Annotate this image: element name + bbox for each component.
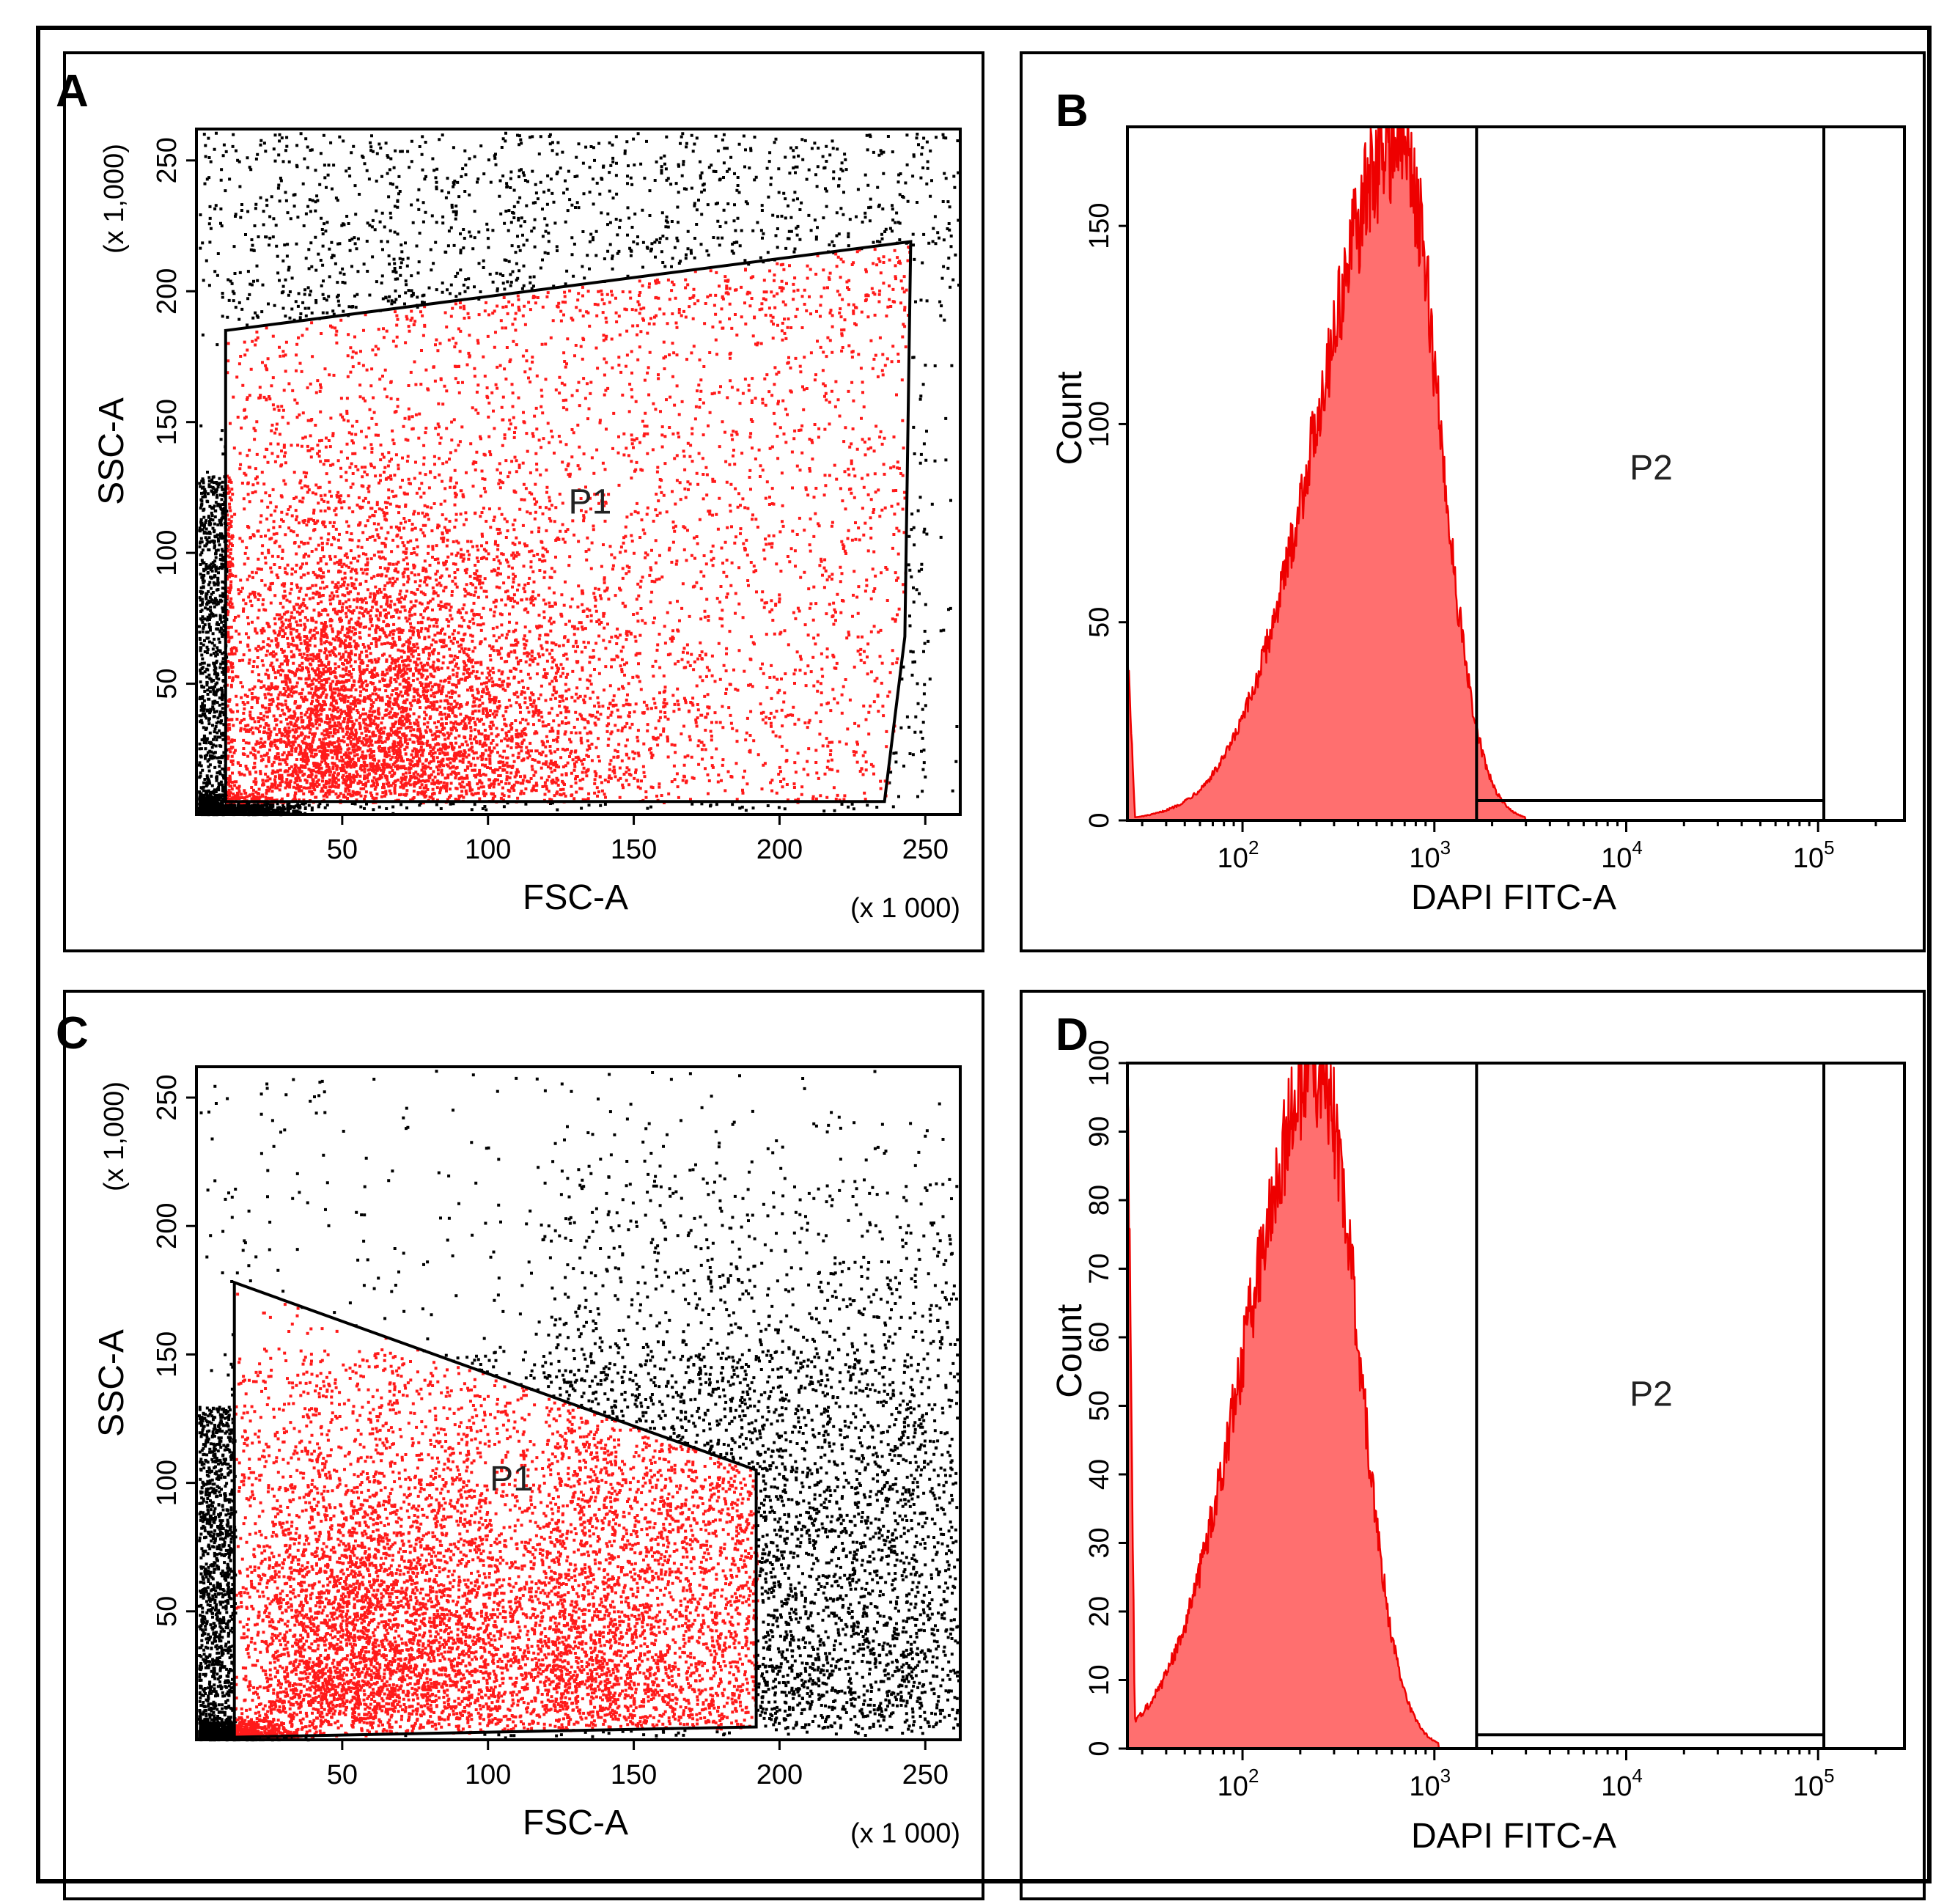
plot-area xyxy=(1126,125,1906,822)
x-tick-label: 200 xyxy=(756,1760,803,1790)
y-tick-label: 200 xyxy=(152,1203,183,1249)
panel-frame xyxy=(63,51,984,952)
y-tick-label: 40 xyxy=(1084,1459,1115,1490)
gate-label: P2 xyxy=(1630,1375,1673,1414)
gate-p1 xyxy=(232,1280,758,1739)
x-tick-label: 104 xyxy=(1601,837,1643,874)
y-multiplier: (x 1,000) xyxy=(99,144,130,254)
y-tick-label: 80 xyxy=(1084,1185,1115,1216)
gate-p1 xyxy=(224,240,913,804)
y-tick-label: 150 xyxy=(152,399,183,445)
x-tick-label: 50 xyxy=(327,1760,358,1790)
x-tick-label: 150 xyxy=(611,834,657,865)
y-tick-label: 50 xyxy=(1084,1390,1115,1421)
x-tick-label: 102 xyxy=(1218,1765,1259,1802)
histogram-area xyxy=(1126,125,1906,822)
panel-frame xyxy=(1020,990,1926,1900)
x-tick-label: 250 xyxy=(902,1760,949,1790)
y-tick-label: 10 xyxy=(1084,1664,1115,1695)
y-tick-label: 100 xyxy=(152,1460,183,1506)
y-tick-label: 50 xyxy=(1084,607,1115,638)
panel-b: B 0 50 100 150 102 103 104 105 DAPI FITC-A Count P2 xyxy=(1020,51,1926,952)
y-tick-label: 20 xyxy=(1084,1596,1115,1627)
x-tick-label: 200 xyxy=(756,834,803,865)
panel-d: D 0 10 20 30 40 50 60 70 80 90 100 102 103 104 105 DAPI … xyxy=(1020,990,1926,1900)
x-tick-label: 104 xyxy=(1601,1765,1643,1802)
y-tick-label: 250 xyxy=(152,137,183,183)
y-tick-label: 200 xyxy=(152,268,183,315)
x-tick-label: 250 xyxy=(902,834,949,865)
x-axis-title: FSC-A xyxy=(523,878,628,917)
y-tick-label: 90 xyxy=(1084,1116,1115,1147)
gate-label: P1 xyxy=(569,483,612,522)
gate-label: P2 xyxy=(1630,449,1673,488)
x-axis-title: DAPI FITC-A xyxy=(1411,1817,1616,1856)
y-multiplier: (x 1,000) xyxy=(99,1081,130,1191)
y-axis-title: SSC-A xyxy=(92,1329,131,1437)
panel-a: A 50 100 150 200 250 50 100 150 200 250 FSC-A SSC-A (… xyxy=(56,51,984,952)
y-tick-label: 100 xyxy=(1084,1040,1115,1086)
y-tick-label: 0 xyxy=(1084,812,1115,828)
x-tick-label: 50 xyxy=(327,834,358,865)
panels: A50 100 150 200 25050100150200250FSC-ASSC-A(… xyxy=(56,51,1926,1900)
x-multiplier: (x 1 000) xyxy=(850,893,960,924)
y-tick-label: 50 xyxy=(152,1596,183,1627)
y-tick-label: 0 xyxy=(1084,1741,1115,1756)
gate-label: P1 xyxy=(490,1460,533,1499)
panel-letter: C xyxy=(56,1008,89,1059)
x-tick-label: 102 xyxy=(1218,837,1259,874)
ungated-events xyxy=(198,1070,960,1742)
x-axis-title: DAPI FITC-A xyxy=(1411,878,1616,917)
panel-letter: A xyxy=(56,66,89,117)
panel-frame xyxy=(1020,51,1926,952)
x-multiplier: (x 1 000) xyxy=(850,1818,960,1849)
panel-letter: B xyxy=(1056,86,1089,136)
y-tick-label: 60 xyxy=(1084,1322,1115,1353)
y-axis-title: Count xyxy=(1050,1304,1089,1398)
y-tick-label: 70 xyxy=(1084,1253,1115,1284)
x-tick-label: 100 xyxy=(465,1760,511,1790)
x-tick-label: 105 xyxy=(1793,837,1835,874)
y-tick-label: 150 xyxy=(152,1331,183,1378)
plot-area xyxy=(195,128,962,816)
histogram-area xyxy=(1126,1062,1906,1750)
y-axis-title: SSC-A xyxy=(92,397,131,505)
y-tick-label: 250 xyxy=(152,1074,183,1120)
gated-events xyxy=(225,245,912,805)
x-axis-title: FSC-A xyxy=(523,1804,628,1842)
y-tick-label: 30 xyxy=(1084,1527,1115,1558)
panel-c: C 50 100 150 200 250 50 100 150 200 250 FSC-A SSC-A (… xyxy=(56,990,984,1900)
x-tick-label: 150 xyxy=(611,1760,657,1790)
gated-events xyxy=(234,1293,759,1740)
x-tick-label: 100 xyxy=(465,834,511,865)
panel-letter: D xyxy=(1056,1010,1089,1060)
y-tick-label: 100 xyxy=(152,529,183,576)
y-tick-label: 50 xyxy=(152,668,183,699)
x-tick-label: 103 xyxy=(1409,837,1451,874)
y-axis-title: Count xyxy=(1050,371,1089,465)
plot-area xyxy=(195,1065,962,1741)
x-tick-label: 103 xyxy=(1409,1765,1451,1802)
y-tick-label: 100 xyxy=(1084,401,1115,447)
x-tick-label: 105 xyxy=(1793,1765,1835,1802)
panel-frame xyxy=(63,990,984,1900)
y-tick-label: 150 xyxy=(1084,202,1115,249)
